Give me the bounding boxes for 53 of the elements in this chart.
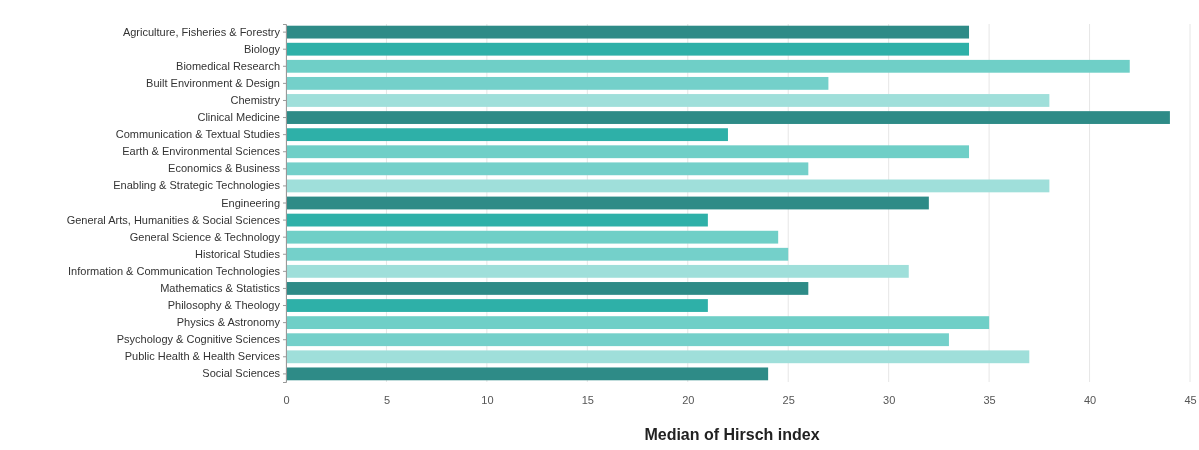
x-axis-title: Median of Hirsch index <box>644 426 820 443</box>
y-tick-label: Economics & Business <box>168 162 281 175</box>
x-tick-label: 40 <box>1083 393 1097 406</box>
x-tick-label: 20 <box>682 393 695 406</box>
bar <box>286 316 990 330</box>
y-tick-label: Mathematics & Statistics <box>160 281 281 294</box>
y-tick-label: Agriculture, Fisheries & Forestry <box>122 25 281 38</box>
y-tick-label: Public Health & Health Services <box>124 350 281 363</box>
y-tick-label: Chemistry <box>230 93 281 106</box>
bar <box>286 264 909 278</box>
bar <box>286 76 829 90</box>
y-tick-label: Philosophy & Theology <box>167 299 281 312</box>
bar <box>286 282 809 295</box>
bar <box>286 128 728 142</box>
x-tick-label: 35 <box>983 393 996 406</box>
bar <box>286 59 1130 73</box>
x-tick-label: 25 <box>782 393 795 406</box>
x-tick-label: 5 <box>383 393 391 406</box>
bar <box>286 333 949 347</box>
y-tick-label: Social Sciences <box>202 367 281 380</box>
y-tick-label: Communication & Textual Studies <box>115 128 281 141</box>
y-tick-label: Psychology & Cognitive Sciences <box>116 333 281 346</box>
bar <box>286 162 809 176</box>
bar <box>286 179 1050 193</box>
bar <box>286 94 1050 107</box>
y-tick-label: Earth & Environmental Sciences <box>122 145 281 158</box>
y-tick-label: Engineering <box>221 196 280 209</box>
bar <box>286 247 789 261</box>
x-tick-label: 15 <box>581 393 594 406</box>
y-tick-label: Physics & Astronomy <box>176 316 281 329</box>
y-tick-label: Information & Communication Technologies <box>68 264 281 277</box>
y-tick-label: Built Environment & Design <box>146 76 280 89</box>
y-tick-label: General Arts, Humanities & Social Sciences <box>66 213 281 226</box>
bar <box>286 213 708 227</box>
bar <box>286 42 970 56</box>
x-tick-label: 0 <box>283 393 290 406</box>
y-tick-label: Enabling & Strategic Technologies <box>113 179 281 192</box>
bar <box>286 230 779 244</box>
bar <box>286 367 769 381</box>
y-tick-label: Biology <box>243 42 281 55</box>
x-tick-label: 30 <box>883 393 896 406</box>
y-tick-label: General Science & Technology <box>129 230 281 243</box>
y-tick-label: Historical Studies <box>195 247 281 260</box>
x-tick-label: 45 <box>1184 393 1197 406</box>
bar <box>286 299 708 312</box>
y-tick-label: Biomedical Research <box>176 59 280 72</box>
bar <box>286 111 1170 124</box>
y-tick-label: Clinical Medicine <box>197 111 280 124</box>
bar <box>286 145 970 159</box>
bar <box>286 196 929 210</box>
bar <box>286 25 970 39</box>
x-tick-label: 10 <box>481 393 494 406</box>
bar <box>286 350 1030 364</box>
